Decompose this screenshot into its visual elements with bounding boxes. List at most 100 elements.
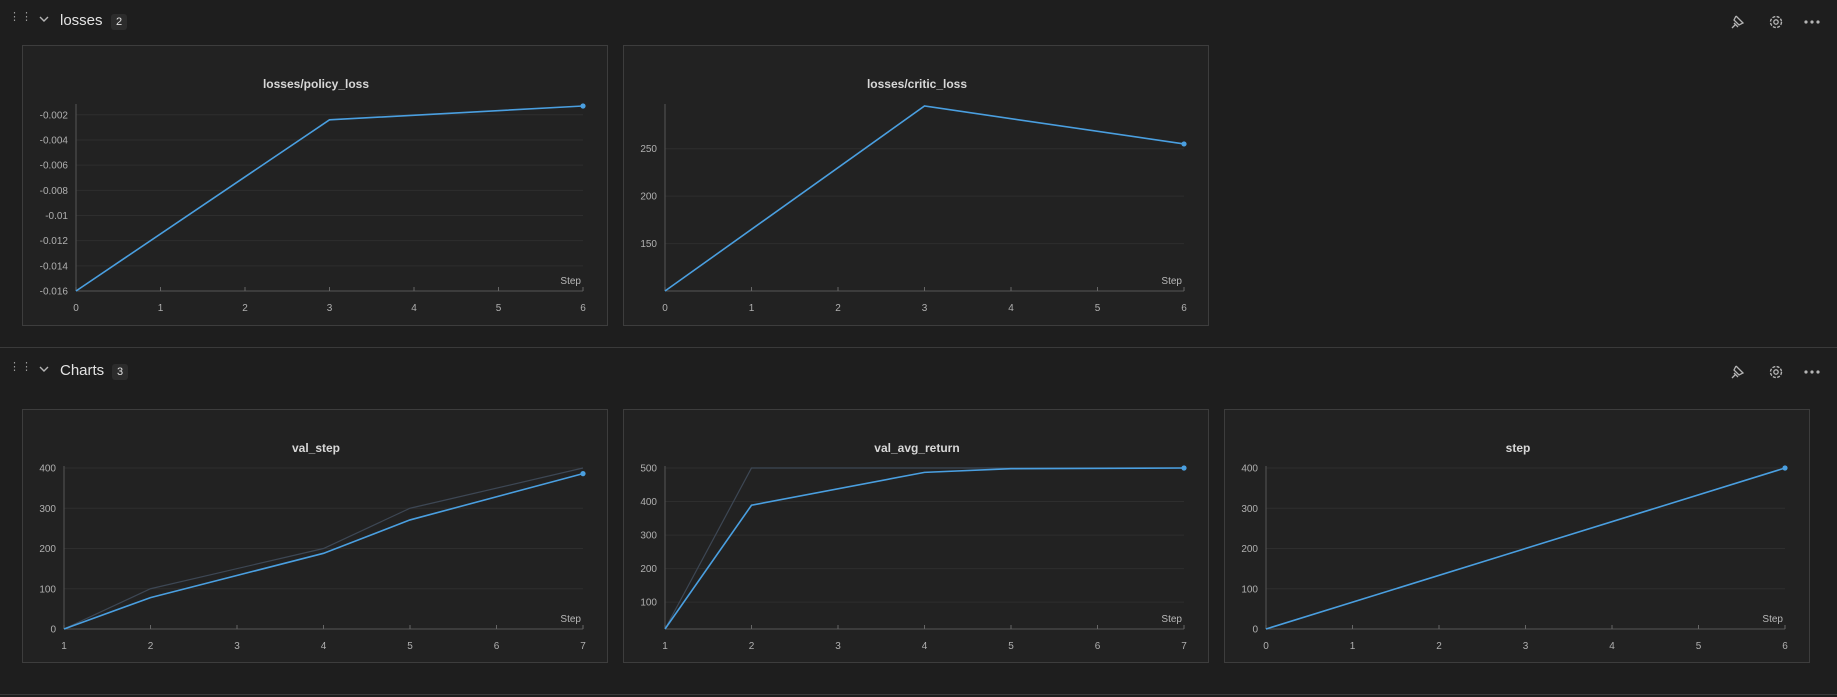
series-ghost-line: [63, 467, 584, 630]
section-count-badge: 2: [111, 14, 128, 30]
chart-title: step: [1506, 441, 1531, 455]
x-tick-label: 3: [327, 303, 333, 314]
x-tick-label: 1: [158, 303, 164, 314]
more-horizontal-icon[interactable]: [1803, 13, 1821, 31]
x-tick-label: 5: [1008, 641, 1014, 652]
section-divider: [0, 694, 1837, 695]
chart-val-avg-return: val_avg_return 500 400 300 200 100 1 2 3 4 5 6 7 Step: [640, 441, 1187, 652]
y-tick-label: 400: [1241, 464, 1258, 475]
series-line: [664, 105, 1185, 292]
section-title[interactable]: losses: [60, 12, 103, 29]
pin-icon[interactable]: [1730, 363, 1748, 381]
x-tick-label: 4: [321, 641, 327, 652]
chart-panel-step[interactable]: step 400 300 200 100 0 0 1 2 3 4 5 6 Step: [1224, 409, 1810, 663]
gear-icon[interactable]: [1767, 363, 1785, 381]
drag-handle-icon[interactable]: ⋮⋮: [9, 361, 33, 373]
series-end-point: [1782, 465, 1788, 471]
chevron-down-icon[interactable]: [38, 363, 50, 375]
x-axis-label: Step: [560, 614, 581, 625]
chart-val-step: val_step 400 300 200 100 01 2 3 4 5 6 7 Step: [39, 441, 586, 652]
x-tick-label: 4: [1008, 303, 1014, 314]
x-tick-label: 6: [494, 641, 500, 652]
x-tick-label: 5: [407, 641, 413, 652]
pin-icon[interactable]: [1730, 13, 1748, 31]
section-count-badge: 3: [112, 364, 129, 380]
series-end-point: [580, 103, 586, 109]
y-tick-label: 300: [39, 504, 56, 515]
y-tick-label: 300: [640, 531, 657, 542]
chart-panel-policy-loss[interactable]: losses/policy_loss -0.002 -0.004 -0.006 -0.0…: [22, 45, 608, 326]
chart-title: val_avg_return: [874, 441, 959, 455]
series-end-point: [1181, 141, 1187, 147]
x-tick-label: 2: [835, 303, 841, 314]
x-axis-label: Step: [560, 276, 581, 287]
x-tick-label: 5: [1696, 641, 1702, 652]
y-tick-label: -0.014: [40, 261, 69, 272]
y-tick-label: 200: [39, 544, 56, 555]
x-tick-label: 5: [1095, 303, 1101, 314]
x-tick-label: 6: [1095, 641, 1101, 652]
x-tick-label: 5: [496, 303, 502, 314]
y-tick-label: 0: [1252, 625, 1258, 636]
chart-step: step 400 300 200 100 00 1 2 3 4 5 6 Step: [1241, 441, 1788, 652]
x-tick-label: 1: [61, 641, 67, 652]
x-tick-label: 4: [922, 641, 928, 652]
x-tick-label: 6: [1181, 303, 1187, 314]
gear-icon[interactable]: [1767, 13, 1785, 31]
y-tick-label: 0: [50, 625, 56, 636]
y-tick-label: -0.01: [45, 211, 68, 222]
section-title[interactable]: Charts: [60, 362, 105, 379]
x-tick-label: 2: [1436, 641, 1442, 652]
y-tick-label: 100: [1241, 584, 1258, 595]
section-header-losses: ⋮⋮ losses 2: [0, 1, 1837, 41]
y-tick-label: 300: [1241, 504, 1258, 515]
chart-title: losses/policy_loss: [263, 77, 369, 91]
series-line: [1265, 467, 1786, 630]
x-tick-label: 0: [1263, 641, 1269, 652]
x-tick-label: 2: [749, 641, 755, 652]
x-axis-label: Step: [1762, 614, 1783, 625]
x-tick-label: 2: [242, 303, 248, 314]
y-tick-label: -0.016: [40, 287, 69, 298]
chart-panel-critic-loss[interactable]: losses/critic_loss 250 200 150 0 1 2 3 4 5 6 Step: [623, 45, 1209, 326]
y-tick-label: 150: [640, 239, 657, 250]
series-end-point: [1181, 465, 1187, 471]
y-tick-label: 100: [39, 584, 56, 595]
chart-panel-val-avg-return[interactable]: val_avg_return 500 400 300 200 100 1 2 3 4 5 6 7 Step: [623, 409, 1209, 663]
x-tick-label: 2: [148, 641, 154, 652]
x-tick-label: 1: [662, 641, 668, 652]
section-divider: [0, 347, 1837, 348]
x-tick-label: 1: [749, 303, 755, 314]
y-tick-label: 250: [640, 144, 657, 155]
x-tick-label: 3: [1523, 641, 1529, 652]
y-tick-label: -0.004: [40, 135, 69, 146]
x-tick-label: 3: [835, 641, 841, 652]
y-tick-label: 500: [640, 464, 657, 475]
more-horizontal-icon[interactable]: [1803, 363, 1821, 381]
y-tick-label: -0.012: [40, 236, 69, 247]
x-tick-label: 0: [73, 303, 79, 314]
series-line: [664, 467, 1185, 630]
y-tick-label: 100: [640, 598, 657, 609]
section-header-charts: ⋮⋮ Charts 3: [0, 351, 1837, 391]
x-tick-label: 7: [580, 641, 586, 652]
y-tick-label: 400: [640, 497, 657, 508]
x-tick-label: 0: [662, 303, 668, 314]
chevron-down-icon[interactable]: [38, 13, 50, 25]
series-end-point: [580, 471, 586, 477]
x-tick-label: 3: [922, 303, 928, 314]
x-tick-label: 1: [1350, 641, 1356, 652]
x-tick-label: 4: [1609, 641, 1615, 652]
y-tick-label: 200: [640, 564, 657, 575]
y-tick-label: -0.006: [40, 161, 69, 172]
drag-handle-icon[interactable]: ⋮⋮: [9, 11, 33, 23]
x-tick-label: 3: [234, 641, 240, 652]
series-line: [75, 105, 584, 292]
y-tick-label: 200: [1241, 544, 1258, 555]
y-tick-label: 400: [39, 464, 56, 475]
chart-panel-val-step[interactable]: val_step 400 300 200 100 0 1 2 3 4 5 6 7 Step: [22, 409, 608, 663]
x-tick-label: 4: [411, 303, 417, 314]
x-axis-label: Step: [1161, 614, 1182, 625]
series-ghost-line: [664, 467, 1184, 630]
x-axis-label: Step: [1161, 276, 1182, 287]
